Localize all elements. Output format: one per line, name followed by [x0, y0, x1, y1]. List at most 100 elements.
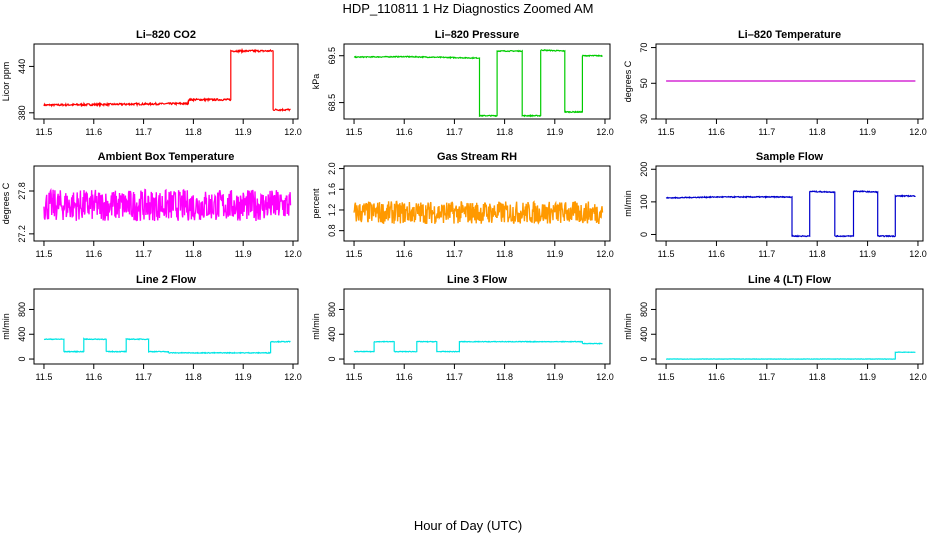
x-tick-label: 11.8 — [185, 249, 202, 259]
y-tick-label: 0 — [639, 232, 649, 237]
y-tick-label: 400 — [327, 327, 337, 342]
y-tick-label: 69.5 — [327, 47, 337, 65]
x-tick-label: 11.9 — [235, 127, 252, 137]
x-tick-label: 11.5 — [36, 249, 53, 259]
x-tick-label: 11.6 — [396, 372, 413, 382]
x-tick-label: 11.9 — [235, 249, 252, 259]
panel-8: Line 3 Flow ml/min 11.5 11.6 11.7 11.8 11.9 12.… — [311, 274, 614, 382]
y-axis-label: degrees C — [623, 60, 633, 102]
series-line — [353, 200, 604, 225]
panel-4: Ambient Box Temperature degrees C 11.5 11.6… — [1, 151, 302, 259]
plot-frame — [33, 43, 299, 120]
panel-title: Gas Stream RH — [437, 151, 517, 163]
x-tick-label: 11.5 — [658, 372, 675, 382]
y-tick-label: 50 — [639, 78, 649, 88]
panel-9: Line 4 (LT) Flow ml/min 11.5 11.6 11.7 11.8 11… — [623, 274, 927, 382]
x-tick-label: 11.9 — [859, 372, 876, 382]
plot-frame — [655, 288, 924, 365]
x-tick-label: 11.5 — [658, 249, 675, 259]
x-tick-label: 11.8 — [809, 249, 826, 259]
y-tick-label: 1.6 — [327, 183, 337, 196]
plot-frame — [343, 288, 611, 365]
y-tick-label: 400 — [639, 327, 649, 342]
y-tick-label: 1.2 — [327, 204, 337, 217]
panel-7: Line 2 Flow ml/min 11.5 11.6 11.7 11.8 11.9 12.… — [1, 274, 302, 382]
panel-3: Li–820 Temperature degrees C 11.5 11.6 11.7 1… — [623, 29, 927, 137]
figure-title: HDP_110811 1 Hz Diagnostics Zoomed AM — [342, 1, 594, 16]
plot-frame — [33, 288, 299, 365]
series-line — [43, 337, 291, 355]
panel-title: Li–820 Pressure — [435, 29, 519, 41]
x-tick-label: 12.0 — [596, 127, 614, 137]
panel-2: Li–820 Pressure kPa 11.5 11.6 11.7 11.8 11.9 12… — [311, 29, 614, 137]
y-tick-label: 30 — [639, 114, 649, 124]
x-tick-label: 11.7 — [135, 372, 152, 382]
plot-frame — [655, 165, 924, 242]
series-line — [353, 49, 603, 118]
x-tick-label: 11.8 — [185, 372, 202, 382]
x-tick-label: 11.6 — [396, 249, 413, 259]
x-tick-label: 11.8 — [496, 249, 513, 259]
x-tick-label: 11.8 — [496, 372, 513, 382]
x-tick-label: 11.5 — [36, 127, 53, 137]
x-tick-label: 11.6 — [85, 249, 102, 259]
panel-title: Li–820 Temperature — [738, 29, 841, 41]
y-axis-label: ml/min — [623, 313, 633, 340]
x-tick-label: 11.7 — [446, 127, 463, 137]
x-tick-label: 11.7 — [446, 249, 463, 259]
y-tick-label: 800 — [17, 302, 27, 317]
plot-frame — [343, 43, 611, 120]
y-tick-label: 2.0 — [327, 162, 337, 175]
x-tick-label: 11.6 — [396, 127, 413, 137]
y-tick-label: 440 — [17, 59, 27, 74]
panel-title: Line 4 (LT) Flow — [748, 274, 831, 286]
x-tick-label: 11.5 — [346, 249, 363, 259]
panel-title: Sample Flow — [756, 151, 824, 163]
x-tick-label: 12.0 — [909, 372, 927, 382]
x-tick-label: 12.0 — [909, 127, 927, 137]
series-line — [665, 351, 916, 360]
x-tick-label: 11.9 — [546, 372, 563, 382]
y-tick-label: 0 — [327, 357, 337, 362]
x-tick-label: 12.0 — [284, 249, 302, 259]
x-tick-label: 11.7 — [446, 372, 463, 382]
panel-title: Line 2 Flow — [136, 274, 196, 286]
x-tick-label: 11.6 — [708, 127, 725, 137]
x-tick-label: 11.9 — [546, 249, 563, 259]
x-tick-label: 12.0 — [284, 127, 302, 137]
y-axis-label: Licor ppm — [1, 62, 11, 102]
x-tick-label: 12.0 — [596, 372, 614, 382]
y-axis-label: percent — [311, 188, 321, 219]
panel-title: Line 3 Flow — [447, 274, 507, 286]
x-axis-title: Hour of Day (UTC) — [413, 518, 523, 533]
x-tick-label: 11.8 — [185, 127, 202, 137]
plot-frame — [343, 165, 611, 242]
x-tick-label: 11.9 — [546, 127, 563, 137]
y-axis-label: ml/min — [623, 190, 633, 217]
panel-title: Li–820 CO2 — [136, 29, 196, 41]
panel-5: Gas Stream RH percent 11.5 11.6 11.7 11.8 11.9… — [311, 151, 614, 259]
y-tick-label: 70 — [639, 43, 649, 53]
y-tick-label: 380 — [17, 105, 27, 120]
x-tick-label: 11.7 — [135, 249, 152, 259]
series-line — [43, 47, 291, 112]
y-axis-label: ml/min — [1, 313, 11, 340]
series-line — [353, 340, 603, 353]
x-tick-label: 11.5 — [658, 127, 675, 137]
y-axis-label: kPa — [311, 74, 321, 90]
x-tick-label: 11.7 — [758, 249, 775, 259]
y-tick-label: 0 — [17, 357, 27, 362]
panel-title: Ambient Box Temperature — [98, 151, 235, 163]
x-tick-label: 11.5 — [36, 372, 53, 382]
x-tick-label: 12.0 — [909, 249, 927, 259]
series-line — [43, 187, 292, 222]
x-tick-label: 11.7 — [135, 127, 152, 137]
x-tick-label: 11.7 — [758, 372, 775, 382]
y-axis-label: degrees C — [1, 182, 11, 224]
x-tick-label: 11.9 — [235, 372, 252, 382]
y-tick-label: 0.8 — [327, 224, 337, 237]
panel-6: Sample Flow ml/min 11.5 11.6 11.7 11.8 11.9 12.… — [623, 151, 927, 259]
x-tick-label: 11.6 — [85, 372, 102, 382]
series-line — [665, 190, 916, 238]
